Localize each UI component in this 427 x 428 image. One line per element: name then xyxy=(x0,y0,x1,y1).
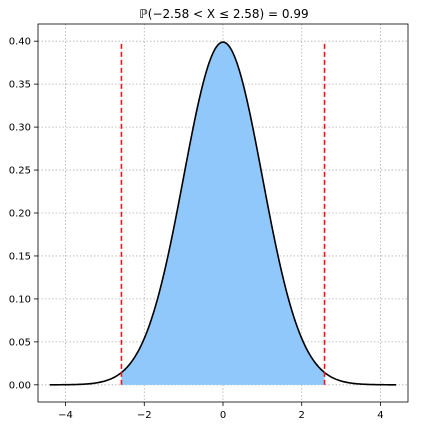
y-tick-label: 0.20 xyxy=(9,209,31,220)
x-tick-label: −2 xyxy=(137,410,152,421)
y-tick-label: 0.25 xyxy=(9,166,31,177)
x-tick-label: 0 xyxy=(220,410,226,421)
vline-layer xyxy=(120,41,326,385)
y-tick-label: 0.15 xyxy=(9,251,31,262)
chart-title: ℙ(−2.58 < X ≤ 2.58) = 0.99 xyxy=(139,7,308,21)
x-tick-label: 4 xyxy=(377,410,383,421)
x-axis-ticks: −4 −2 0 2 4 xyxy=(58,402,384,421)
fill-layer xyxy=(121,42,325,385)
y-tick-label: 0.35 xyxy=(9,80,31,91)
y-tick-label: 0.30 xyxy=(9,123,31,134)
shaded-probability-area xyxy=(121,42,325,385)
y-tick-label: 0.40 xyxy=(9,37,31,48)
y-tick-label: 0.10 xyxy=(9,294,31,305)
y-tick-label: 0.05 xyxy=(9,337,31,348)
y-axis-ticks: 0.00 0.05 0.10 0.15 0.20 0.25 0.30 0.35 0.40 xyxy=(9,37,38,391)
x-tick-label: −4 xyxy=(58,410,73,421)
curve-layer xyxy=(49,41,397,386)
density-curve xyxy=(49,41,397,386)
x-tick-label: 2 xyxy=(299,410,305,421)
y-tick-label: 0.00 xyxy=(9,380,31,391)
